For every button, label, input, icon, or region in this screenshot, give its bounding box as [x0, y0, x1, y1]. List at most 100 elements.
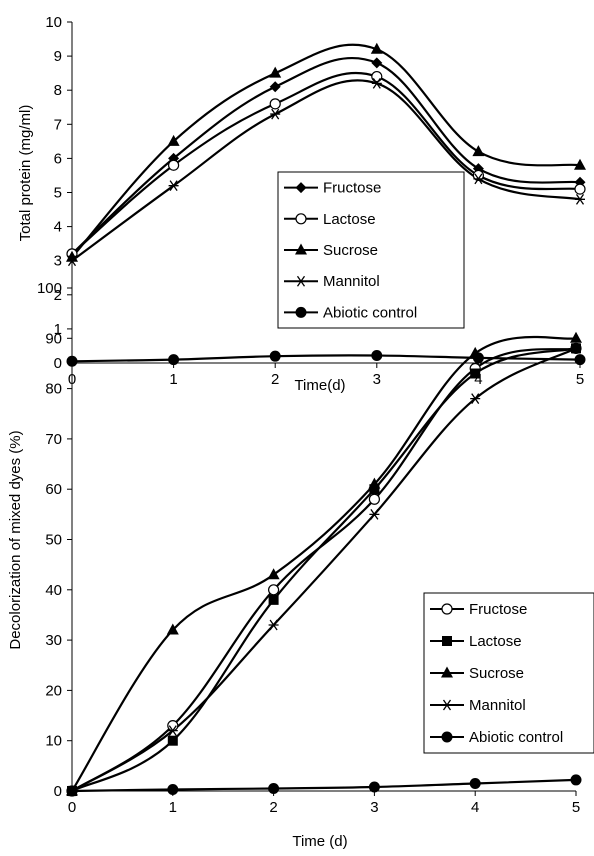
- legend-label: Abiotic control: [323, 304, 417, 321]
- y-tick-label: 1: [54, 321, 62, 338]
- data-point-3: [470, 393, 481, 405]
- y-tick-label: 8: [54, 82, 62, 99]
- data-point-4: [167, 783, 179, 795]
- data-point-0: [368, 493, 380, 505]
- legend-marker: [441, 603, 453, 615]
- data-point-2: [574, 158, 586, 170]
- data-point-0: [268, 584, 280, 596]
- legend-marker: [442, 636, 452, 646]
- data-point-1: [470, 368, 481, 379]
- data-point-0: [167, 720, 179, 732]
- data-point-3: [473, 173, 484, 185]
- data-point-2: [166, 623, 179, 635]
- series-line-3: [71, 347, 577, 792]
- y-tick-label: 9: [54, 48, 62, 65]
- y-tick-label: 10: [45, 733, 62, 750]
- legend-label: Fructose: [323, 180, 381, 197]
- legend-marker: [441, 666, 453, 678]
- y-tick-label: 0: [54, 783, 62, 800]
- x-tick-label: 1: [169, 371, 177, 388]
- data-point-4: [368, 781, 380, 793]
- legend-label: Sucrose: [323, 242, 378, 259]
- series-line-4: [71, 778, 577, 793]
- y-tick-label: 10: [45, 14, 62, 31]
- x-tick-label: 2: [271, 371, 279, 388]
- series-line-4: [71, 354, 581, 363]
- x-tick-label: 5: [572, 799, 580, 816]
- x-tick-label: 2: [269, 799, 277, 816]
- series-line-0: [71, 57, 581, 255]
- data-point-1: [369, 484, 380, 495]
- data-point-4: [66, 785, 78, 797]
- y-tick-label: 2: [54, 287, 62, 304]
- data-point-3: [168, 180, 179, 192]
- legend-label: Abiotic control: [469, 729, 563, 746]
- y-tick-label: 20: [45, 682, 62, 699]
- legend-label: Fructose: [469, 601, 527, 618]
- data-point-2: [368, 477, 381, 489]
- data-point-2: [469, 346, 482, 358]
- y-tick-label: 6: [54, 150, 62, 167]
- y-tick-label: 70: [45, 431, 62, 448]
- chart-2-x-axis-label: Time (d): [292, 833, 347, 850]
- data-point-4: [469, 777, 481, 789]
- data-point-3: [371, 78, 382, 89]
- legend-marker: [442, 699, 452, 711]
- data-point-4: [268, 782, 280, 794]
- data-point-2: [167, 134, 180, 146]
- data-point-1: [371, 70, 383, 83]
- data-point-4: [269, 350, 281, 362]
- legend-label: Lactose: [323, 211, 376, 228]
- y-tick-label: 60: [45, 481, 62, 498]
- data-point-1: [269, 98, 281, 110]
- x-tick-label: 4: [471, 799, 479, 816]
- legend-marker: [295, 182, 307, 194]
- x-tick-label: 1: [169, 799, 177, 816]
- data-point-3: [67, 255, 77, 267]
- data-point-2: [269, 66, 282, 78]
- chart-1-y-axis-label: Total protein (mg/ml): [17, 105, 34, 242]
- data-point-4: [168, 354, 180, 366]
- data-point-3: [167, 725, 178, 737]
- data-point-3: [369, 508, 380, 520]
- y-tick-label: 30: [45, 632, 62, 649]
- decolorization-chart: Decolorization of mixed dyes (%) Time (d…: [7, 280, 594, 850]
- data-point-4: [371, 349, 383, 361]
- legend-marker: [296, 275, 306, 287]
- y-tick-label: 0: [54, 355, 62, 372]
- data-point-3: [268, 619, 279, 631]
- total-protein-chart: Total protein (mg/ml) Time(d) 0 1 2 3 4 5 6 7 8 9…: [17, 14, 586, 394]
- x-tick-label: 0: [68, 799, 76, 816]
- chart-1-x-axis-label: Time(d): [294, 377, 345, 394]
- y-tick-label: 7: [54, 116, 62, 133]
- data-point-3: [575, 193, 585, 205]
- legend-marker: [295, 213, 307, 225]
- y-tick-label: 5: [54, 185, 62, 202]
- x-tick-label: 3: [373, 371, 381, 388]
- data-point-2: [66, 250, 78, 262]
- data-point-2: [570, 331, 582, 343]
- data-point-2: [472, 145, 485, 157]
- x-tick-label: 3: [370, 799, 378, 816]
- data-point-1: [168, 159, 180, 171]
- data-point-0: [269, 81, 281, 93]
- y-tick-label: 4: [54, 219, 62, 236]
- data-point-2: [370, 42, 383, 54]
- data-point-4: [574, 354, 586, 366]
- data-point-1: [268, 594, 279, 605]
- x-tick-label: 5: [576, 371, 584, 388]
- legend-marker: [441, 731, 453, 743]
- data-point-1: [167, 735, 178, 746]
- legend-label: Lactose: [469, 633, 522, 650]
- data-point-0: [371, 57, 383, 69]
- data-point-3: [270, 108, 281, 120]
- data-point-2: [267, 568, 280, 580]
- y-tick-label: 50: [45, 532, 62, 549]
- legend-label: Sucrose: [469, 665, 524, 682]
- y-tick-label: 3: [54, 253, 62, 270]
- series-line-1: [71, 71, 581, 255]
- legend-label: Mannitol: [469, 697, 526, 714]
- legend-marker: [295, 306, 307, 318]
- data-point-4: [570, 774, 582, 786]
